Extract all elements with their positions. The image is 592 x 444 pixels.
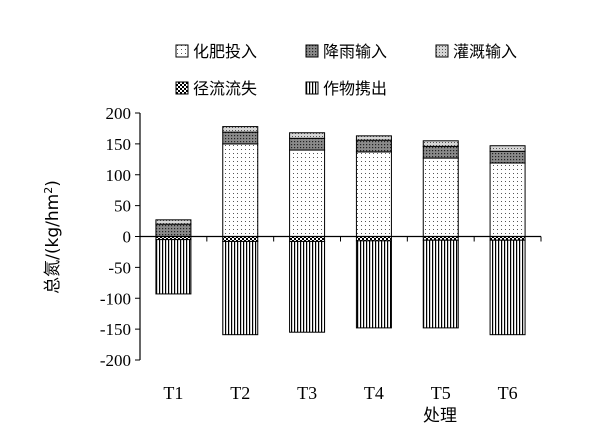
bar-t4-runoff (355, 236, 392, 242)
axes-layer (139, 113, 542, 360)
y-tick-label: -100 (100, 289, 131, 308)
bar-t1-rainfall (155, 223, 192, 237)
legend-swatch-runoff (175, 81, 189, 95)
bar-t3-irrigation (289, 132, 326, 139)
bar-t1-irrigation (155, 219, 192, 225)
bar-t5-crop-removal (422, 239, 459, 329)
bar-t3-rainfall (289, 137, 326, 151)
x-axis-title: 处理 (423, 406, 457, 426)
y-tick-layer: 200 150 100 50 0 -50 -100 -150 -200 (100, 104, 140, 370)
bar-t3-runoff (289, 236, 326, 242)
bar-t2-irrigation (222, 126, 259, 133)
legend-label-runoff: 径流流失 (193, 79, 257, 98)
x-category-label: T1 (163, 383, 183, 403)
legend-label-fertilizer: 化肥投入 (193, 42, 257, 61)
bar-t5-fertilizer (422, 157, 459, 237)
bar-t1-crop-removal (155, 239, 192, 295)
y-tick-label: -150 (100, 320, 131, 339)
bar-t2-rainfall (222, 131, 259, 145)
x-category-label: T6 (498, 383, 518, 403)
bar-t4-irrigation (355, 135, 392, 141)
legend-swatch-irrigation (435, 44, 449, 58)
y-axis-title: 总氮/(kg/hm2) (42, 180, 63, 294)
bar-t6-fertilizer (489, 162, 526, 238)
y-tick-label: 150 (106, 135, 132, 154)
bar-t6-irrigation (489, 145, 526, 152)
bar-t5-rainfall (422, 145, 459, 159)
x-category-layer: T1 T2 T3 T4 T5 T6 (163, 383, 517, 403)
y-tick-label: 0 (123, 228, 132, 247)
legend-swatch-crop-removal (305, 81, 319, 95)
x-category-label: T3 (297, 383, 317, 403)
legend-label-crop-removal: 作物携出 (323, 79, 387, 98)
y-tick-label: 100 (106, 166, 132, 185)
bars-layer (155, 126, 526, 336)
bar-t6-rainfall (489, 150, 526, 164)
legend-swatch-fertilizer (175, 44, 189, 58)
y-tick-label: -50 (108, 258, 131, 277)
x-category-label: T4 (364, 383, 384, 403)
bar-t4-crop-removal (355, 240, 392, 329)
y-tick-label: 200 (106, 104, 132, 123)
bar-t3-fertilizer (289, 149, 326, 237)
y-tick-label: -200 (100, 351, 131, 370)
bar-t3-crop-removal (289, 240, 326, 333)
bar-t2-fertilizer (222, 143, 259, 238)
bar-t4-rainfall (355, 139, 392, 153)
x-category-label: T2 (230, 383, 250, 403)
bar-t5-irrigation (422, 140, 459, 147)
x-category-label: T5 (431, 383, 451, 403)
bar-t2-runoff (222, 236, 259, 242)
legend-swatch-rainfall (305, 44, 319, 58)
legend: 化肥投入 降雨输入 灌溉输入 径流流失 作物携出 (175, 42, 517, 98)
bar-t4-fertilizer (355, 151, 392, 237)
legend-label-rainfall: 降雨输入 (323, 42, 387, 61)
legend-label-irrigation: 灌溉输入 (453, 42, 517, 61)
bar-t6-crop-removal (489, 239, 526, 336)
y-tick-label: 50 (114, 197, 131, 216)
bar-t2-crop-removal (222, 240, 259, 336)
